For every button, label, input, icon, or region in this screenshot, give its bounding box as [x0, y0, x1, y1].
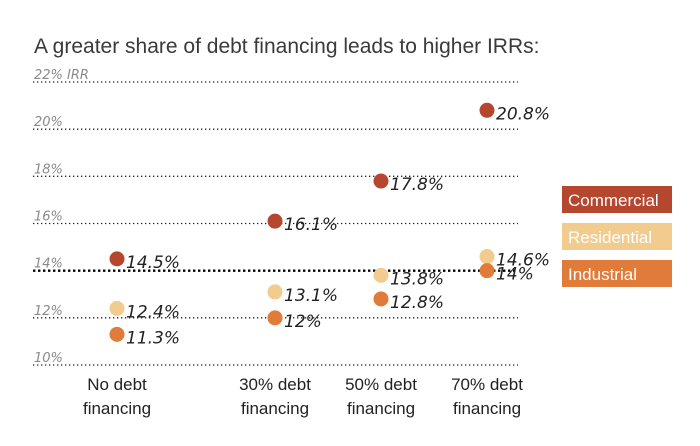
x-category-label: financing: [347, 399, 415, 418]
x-category-label: 70% debt: [451, 375, 523, 394]
point-industrial-4: [479, 263, 495, 279]
point-industrial-1: [109, 326, 125, 342]
point-residential-1: [109, 300, 125, 316]
data-label: 16.1%: [284, 215, 338, 235]
point-industrial-2: [267, 310, 283, 326]
point-commercial-3: [373, 173, 389, 189]
legend-item-commercial: Commercial: [562, 186, 672, 213]
x-category-label: financing: [453, 399, 521, 418]
point-residential-3: [373, 267, 389, 283]
legend-item-residential: Residential: [562, 223, 672, 250]
point-commercial-4: [479, 102, 495, 118]
y-tick-label: 10%: [34, 351, 63, 366]
data-label: 13.8%: [390, 269, 444, 289]
legend-swatch: [562, 223, 672, 250]
data-label: 20.8%: [496, 104, 550, 124]
y-tick-label: 20%: [34, 115, 63, 130]
point-commercial-2: [267, 213, 283, 229]
y-tick-label: 14%: [34, 257, 63, 272]
data-label: 14.6%: [496, 251, 550, 271]
y-tick-label: 16%: [34, 210, 63, 225]
legend-swatch: [562, 260, 672, 287]
x-axis-labels: No debt financing 30% debt financing 50% deb…: [83, 375, 523, 418]
data-label: 13.1%: [284, 286, 338, 306]
x-category-label: financing: [241, 399, 309, 418]
legend-label: Industrial: [568, 265, 637, 284]
grid-layer: 10% 12% 14% 16% 18% 20% 22% IRR: [33, 68, 518, 366]
data-label: 12.4%: [126, 302, 180, 322]
point-residential-2: [267, 284, 283, 300]
legend-label: Residential: [568, 228, 652, 247]
point-residential-4: [479, 249, 495, 265]
point-industrial-3: [373, 291, 389, 307]
y-tick-label: 12%: [34, 304, 63, 319]
data-label: 12.8%: [390, 293, 444, 313]
x-category-label: No debt: [87, 375, 147, 394]
x-category-label: 30% debt: [239, 375, 311, 394]
chart-title: A greater share of debt financing leads …: [34, 35, 539, 58]
legend-label: Commercial: [568, 191, 659, 210]
legend-swatch: [562, 186, 672, 213]
y-tick-label: 18%: [34, 162, 63, 177]
legend-item-industrial: Industrial: [562, 260, 672, 287]
data-label: 14.5%: [126, 253, 180, 273]
y-tick-label: 22% IRR: [34, 68, 89, 83]
legend: Commercial Residential Industrial: [562, 186, 672, 287]
x-category-label: financing: [83, 399, 151, 418]
data-label: 11.3%: [126, 328, 180, 348]
point-commercial-1: [109, 251, 125, 267]
point-layer: 14.5% 16.1% 17.8% 20.8% 12.4% 13.1% 13.8% 14.6%…: [109, 102, 550, 348]
x-category-label: 50% debt: [345, 375, 417, 394]
data-label: 12%: [284, 312, 322, 332]
data-label: 14%: [496, 265, 534, 285]
data-label: 17.8%: [390, 175, 444, 195]
